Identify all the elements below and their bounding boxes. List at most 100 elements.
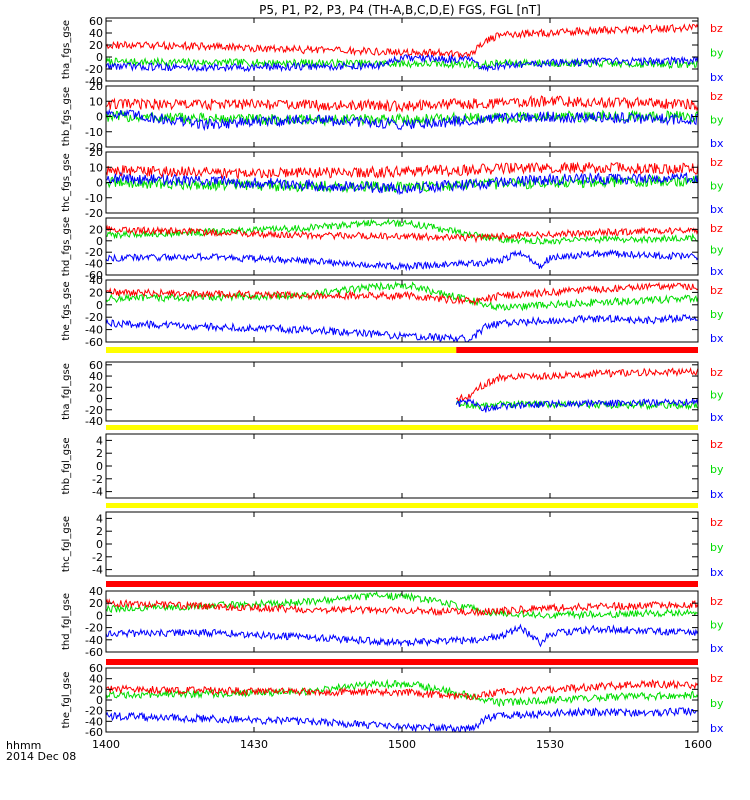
legend-bz: bz bbox=[710, 22, 723, 35]
panel-traces bbox=[106, 218, 698, 272]
panel-frame bbox=[105, 217, 699, 276]
legend-bx: bx bbox=[710, 642, 724, 655]
panel-traces bbox=[106, 94, 698, 132]
y-tick-label: 40 bbox=[89, 27, 103, 40]
legend-bz: bz bbox=[710, 672, 723, 685]
time-axis: 1400 1430 1500 1530 1600 bbox=[92, 738, 712, 751]
y-tick-label: 0 bbox=[96, 235, 103, 248]
y-tick-label: 0 bbox=[96, 299, 103, 312]
y-tick-label: -20 bbox=[85, 63, 103, 76]
series-bz-line bbox=[106, 224, 698, 244]
y-tick-label: 0 bbox=[96, 177, 103, 190]
y-tick-label: 0 bbox=[96, 393, 103, 406]
y-tick-label: -60 bbox=[85, 646, 103, 659]
series-bz-line bbox=[106, 161, 698, 180]
status-bar-segment bbox=[456, 347, 698, 353]
y-tick-label: 0 bbox=[96, 51, 103, 64]
y-tick-label: -2 bbox=[92, 551, 103, 564]
y-tick-label: -40 bbox=[85, 715, 103, 728]
series-bz-line bbox=[106, 23, 698, 58]
y-tick-label: 40 bbox=[89, 274, 103, 287]
y-tick-label: 60 bbox=[89, 359, 103, 372]
y-tick-label: 4 bbox=[96, 434, 103, 447]
y-tick-label: -20 bbox=[85, 141, 103, 154]
y-tick-label: 10 bbox=[89, 95, 103, 108]
y-tick-label: 0 bbox=[96, 538, 103, 551]
legend-bx: bx bbox=[710, 722, 724, 735]
y-tick-label: 0 bbox=[96, 694, 103, 707]
y-tick-label: 4 bbox=[96, 512, 103, 525]
panel-frame bbox=[105, 667, 699, 733]
y-tick-label: -20 bbox=[85, 622, 103, 635]
legend-by: by bbox=[710, 697, 724, 710]
panel-frame bbox=[105, 511, 699, 577]
panel-traces bbox=[106, 678, 698, 732]
legend-bx: bx bbox=[710, 71, 724, 84]
date-label: 2014 Dec 08 bbox=[6, 750, 76, 763]
legend-bx: bx bbox=[710, 265, 724, 278]
x-tick-label: 1600 bbox=[684, 738, 712, 751]
y-tick-label: 60 bbox=[89, 662, 103, 675]
y-tick-label: -60 bbox=[85, 336, 103, 349]
series-bx-line bbox=[106, 249, 698, 272]
panel-label: thc_fgl_gse bbox=[61, 516, 72, 572]
panel-label: thc_fgs_gse bbox=[61, 153, 72, 212]
legend-by: by bbox=[710, 47, 724, 60]
y-tick-label: -40 bbox=[85, 634, 103, 647]
y-tick-label: 20 bbox=[89, 381, 103, 394]
x-tick-label: 1430 bbox=[240, 738, 268, 751]
panel-traces bbox=[106, 161, 698, 196]
y-tick-label: -60 bbox=[85, 726, 103, 739]
legend-bx: bx bbox=[710, 203, 724, 216]
plot-title: P5, P1, P2, P3, P4 (TH-A,B,C,D,E) FGS, F… bbox=[259, 3, 541, 17]
y-tick-label: 60 bbox=[89, 15, 103, 28]
y-tick-label: -40 bbox=[85, 258, 103, 271]
x-tick-label: 1530 bbox=[536, 738, 564, 751]
panel-traces bbox=[106, 280, 698, 342]
panel-label: thd_fgl_gse bbox=[61, 593, 72, 650]
y-tick-label: -40 bbox=[85, 75, 103, 88]
panel-traces bbox=[106, 23, 698, 73]
panel-label: tha_fgl_gse bbox=[61, 363, 72, 420]
status-bar-segment bbox=[106, 659, 698, 665]
legend-by: by bbox=[710, 541, 724, 554]
y-tick-label: -10 bbox=[85, 126, 103, 139]
y-tick-label: -20 bbox=[85, 404, 103, 417]
status-bar-segment bbox=[106, 425, 698, 430]
y-tick-label: 40 bbox=[89, 673, 103, 686]
series-bx-line bbox=[106, 623, 698, 648]
y-tick-label: -40 bbox=[85, 324, 103, 337]
series-bz-line bbox=[106, 598, 698, 617]
panel-label: the_fgs_gse bbox=[61, 281, 72, 340]
y-tick-label: -20 bbox=[85, 207, 103, 220]
panel-traces bbox=[455, 366, 698, 413]
series-by-line bbox=[106, 678, 698, 708]
y-tick-label: 40 bbox=[89, 585, 103, 598]
series-bx-line bbox=[106, 171, 698, 196]
y-tick-label: 0 bbox=[96, 111, 103, 124]
y-tick-label: -2 bbox=[92, 473, 103, 486]
legend-bz: bz bbox=[710, 595, 723, 608]
status-bar-segment bbox=[106, 503, 698, 508]
panel-label: the_fgl_gse bbox=[61, 672, 72, 729]
series-bx-line bbox=[106, 313, 698, 342]
legend-by: by bbox=[710, 389, 724, 402]
panel-label: thd_fgs_gse bbox=[61, 217, 72, 276]
y-tick-label: 20 bbox=[89, 683, 103, 696]
y-tick-label: -20 bbox=[85, 311, 103, 324]
legend-by: by bbox=[710, 244, 724, 257]
legend-bz: bz bbox=[710, 438, 723, 451]
y-tick-label: 2 bbox=[96, 447, 103, 460]
y-tick-label: 2 bbox=[96, 525, 103, 538]
legend-by: by bbox=[710, 180, 724, 193]
y-tick-label: 0 bbox=[96, 609, 103, 622]
legend-bx: bx bbox=[710, 566, 724, 579]
legend-bz: bz bbox=[710, 90, 723, 103]
